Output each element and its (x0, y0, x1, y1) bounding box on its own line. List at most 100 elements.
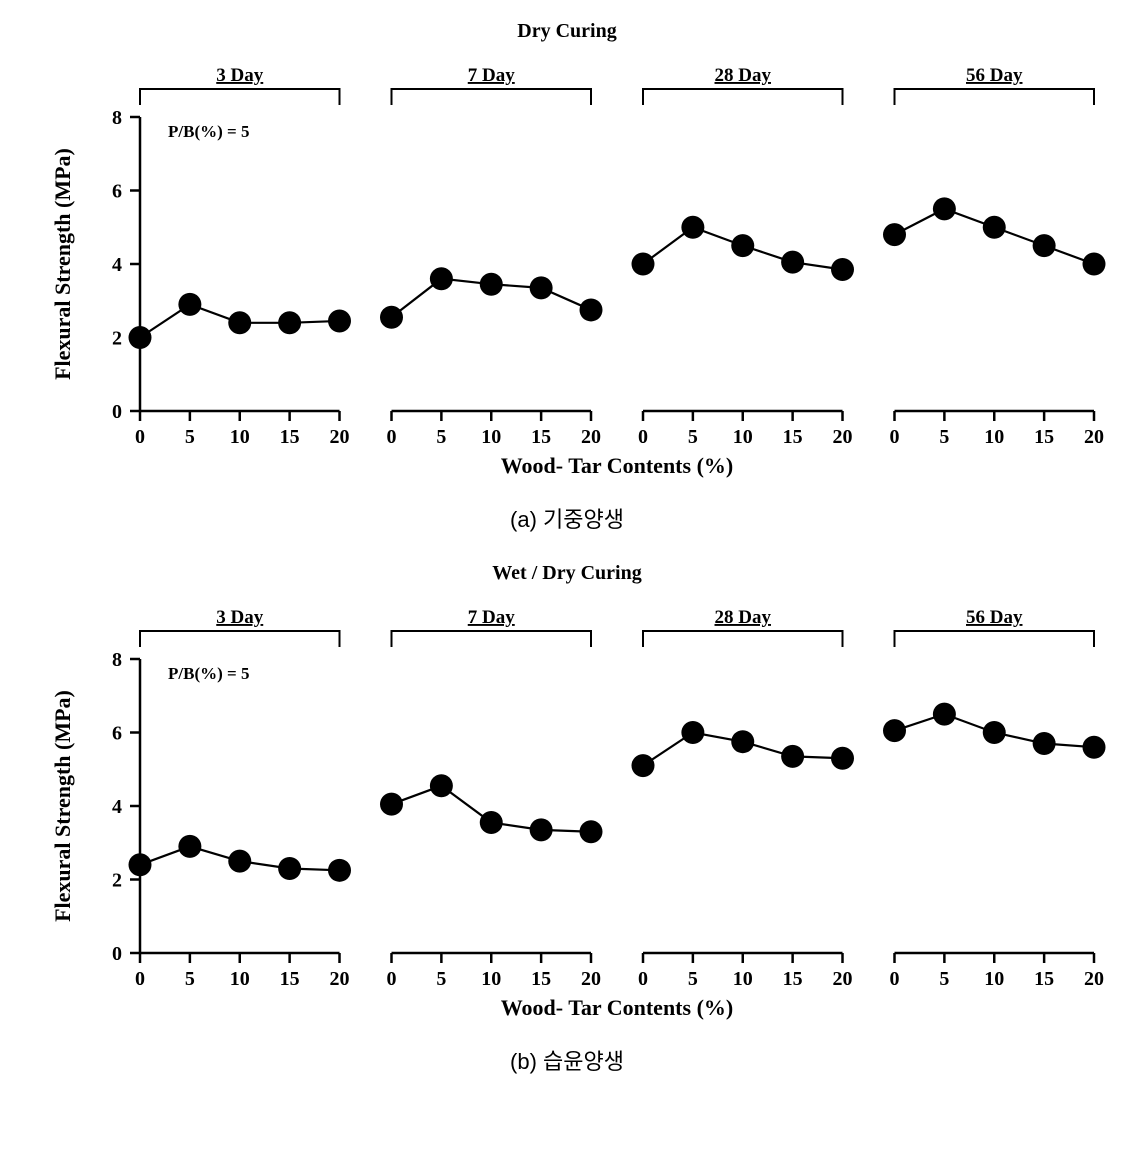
panel-caption: (b) 습윤양생 (20, 1044, 1114, 1076)
data-marker (983, 216, 1006, 239)
x-tick-label: 5 (939, 968, 949, 990)
x-tick-label: 5 (436, 968, 446, 990)
x-tick-label: 15 (1034, 426, 1054, 448)
data-marker (1083, 736, 1106, 759)
data-marker (129, 326, 152, 349)
data-marker (1033, 732, 1056, 755)
data-marker (580, 298, 603, 321)
x-tick-label: 15 (531, 426, 551, 448)
data-marker (1083, 253, 1106, 276)
x-tick-label: 0 (387, 968, 397, 990)
x-tick-label: 0 (638, 426, 648, 448)
group-bracket (140, 631, 340, 647)
data-marker (580, 820, 603, 843)
x-tick-label: 20 (833, 426, 853, 448)
y-tick-label: 2 (112, 328, 122, 350)
annotation-text: P/B(%) = 5 (168, 664, 249, 683)
y-tick-label: 8 (112, 649, 122, 671)
data-marker (380, 306, 403, 329)
data-marker (681, 721, 704, 744)
data-marker (228, 850, 251, 873)
chart-svg: 02468Flexural Strength (MPa)P/B(%) = 505… (20, 591, 1114, 1031)
group-label: 28 Day (715, 607, 772, 628)
x-tick-label: 20 (833, 968, 853, 990)
x-tick-label: 0 (387, 426, 397, 448)
x-tick-label: 10 (733, 968, 753, 990)
panel-caption: (a) 기중양생 (20, 502, 1114, 534)
data-marker (178, 293, 201, 316)
x-tick-label: 20 (330, 968, 350, 990)
x-tick-label: 5 (185, 426, 195, 448)
data-marker (883, 719, 906, 742)
x-tick-label: 15 (280, 426, 300, 448)
data-marker (530, 818, 553, 841)
x-tick-label: 0 (135, 968, 145, 990)
x-tick-label: 0 (890, 426, 900, 448)
group-label: 7 Day (468, 65, 515, 86)
data-marker (530, 276, 553, 299)
chart-panel-a: Dry Curing02468Flexural Strength (MPa)P/… (20, 20, 1114, 534)
group-label: 3 Day (216, 607, 263, 628)
x-tick-label: 20 (1084, 968, 1104, 990)
x-tick-label: 5 (939, 426, 949, 448)
data-marker (278, 311, 301, 334)
data-marker (178, 835, 201, 858)
y-tick-label: 8 (112, 107, 122, 129)
data-marker (933, 703, 956, 726)
x-tick-label: 0 (135, 426, 145, 448)
x-tick-label: 15 (783, 968, 803, 990)
x-tick-label: 20 (581, 426, 601, 448)
x-tick-label: 5 (185, 968, 195, 990)
group-bracket (895, 89, 1095, 105)
x-tick-label: 10 (733, 426, 753, 448)
data-marker (632, 253, 655, 276)
x-tick-label: 10 (230, 426, 250, 448)
data-marker (933, 197, 956, 220)
chart-panel-b: Wet / Dry Curing02468Flexural Strength (… (20, 562, 1114, 1076)
x-tick-label: 10 (481, 426, 501, 448)
chart-svg: 02468Flexural Strength (MPa)P/B(%) = 505… (20, 49, 1114, 489)
data-marker (480, 811, 503, 834)
data-marker (380, 793, 403, 816)
y-tick-label: 0 (112, 943, 122, 965)
data-marker (228, 311, 251, 334)
x-tick-label: 10 (984, 968, 1004, 990)
data-marker (831, 747, 854, 770)
group-bracket (140, 89, 340, 105)
x-tick-label: 0 (638, 968, 648, 990)
y-tick-label: 4 (112, 254, 122, 276)
data-marker (731, 234, 754, 257)
figure: Dry Curing 0 2 4 6 8 Flexural Strength (MPa) P/… (20, 20, 1114, 1076)
x-tick-label: 15 (783, 426, 803, 448)
y-tick-label: 4 (112, 796, 122, 818)
data-marker (1033, 234, 1056, 257)
x-tick-label: 5 (688, 968, 698, 990)
data-marker (781, 745, 804, 768)
x-tick-label: 20 (1084, 426, 1104, 448)
data-marker (831, 258, 854, 281)
x-tick-label: 0 (890, 968, 900, 990)
data-marker (632, 754, 655, 777)
data-marker (430, 774, 453, 797)
y-tick-label: 2 (112, 870, 122, 892)
y-tick-label: 0 (112, 401, 122, 423)
group-bracket (895, 631, 1095, 647)
annotation-text: P/B(%) = 5 (168, 122, 249, 141)
data-marker (278, 857, 301, 880)
x-tick-label: 15 (531, 968, 551, 990)
group-label: 7 Day (468, 607, 515, 628)
data-marker (883, 223, 906, 246)
group-label: 28 Day (715, 65, 772, 86)
y-axis-label: Flexural Strength (MPa) (50, 690, 75, 922)
x-tick-label: 20 (581, 968, 601, 990)
group-bracket (392, 631, 592, 647)
data-marker (129, 853, 152, 876)
panel-title: Wet / Dry Curing (20, 562, 1114, 585)
x-axis-label: Wood- Tar Contents (%) (501, 995, 733, 1020)
y-tick-label: 6 (112, 181, 122, 203)
panel-title: Dry Curing (20, 20, 1114, 43)
group-label: 56 Day (966, 65, 1023, 86)
data-marker (983, 721, 1006, 744)
x-axis-label: Wood- Tar Contents (%) (501, 453, 733, 478)
group-label: 3 Day (216, 65, 263, 86)
